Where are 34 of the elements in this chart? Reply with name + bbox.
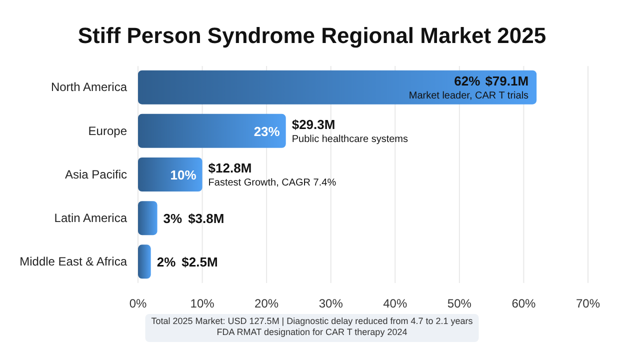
- annotation: $2.5M: [182, 254, 218, 270]
- x-tick-label: 30%: [318, 296, 344, 311]
- x-tick-label: 20%: [254, 296, 279, 311]
- x-tick-label: 40%: [383, 296, 408, 311]
- bar: [138, 158, 202, 192]
- data-label: 3%: [163, 211, 183, 226]
- annotation: Public healthcare systems: [292, 134, 408, 145]
- x-tick-label: 60%: [512, 296, 536, 311]
- data-label: 2%: [156, 254, 176, 270]
- data-label: 10%: [170, 168, 197, 182]
- x-tick-label: 10%: [190, 296, 215, 311]
- x-tick-label: 0%: [129, 296, 147, 311]
- annotation: $12.8M: [208, 160, 252, 176]
- y-tick-label: Middle East & Africa: [20, 254, 128, 268]
- y-tick-label: North America: [50, 80, 128, 94]
- y-tick-label: Latin America: [54, 210, 128, 225]
- bar: [138, 244, 151, 279]
- annotation: $29.3M: [292, 116, 336, 132]
- x-tick-label: 70%: [576, 296, 600, 311]
- data-label: 62%: [454, 73, 481, 88]
- y-tick-label: Europe: [88, 124, 128, 138]
- annotation: $3.8M: [188, 211, 224, 226]
- annotation: $79.1M: [485, 73, 529, 88]
- bar: [138, 114, 286, 148]
- x-tick-label: 50%: [447, 296, 472, 311]
- text: Total 2025 Market: USD 127.5M | Diagnostic delay reduced from 4.7 to 2.1 years: [151, 316, 474, 326]
- annotation: Fastest Growth, CAGR 7.4%: [208, 178, 336, 188]
- bar: [138, 201, 158, 236]
- data-label: 23%: [254, 124, 280, 139]
- text: FDA RMAT designation for CAR T therapy 2024: [216, 327, 408, 337]
- bar: [138, 70, 537, 104]
- chart-title: Stiff Person Syndrome Regional Market 2025: [78, 23, 546, 48]
- y-tick-label: Asia Pacific: [64, 167, 127, 182]
- annotation: Market leader, CAR T trials: [408, 90, 529, 102]
